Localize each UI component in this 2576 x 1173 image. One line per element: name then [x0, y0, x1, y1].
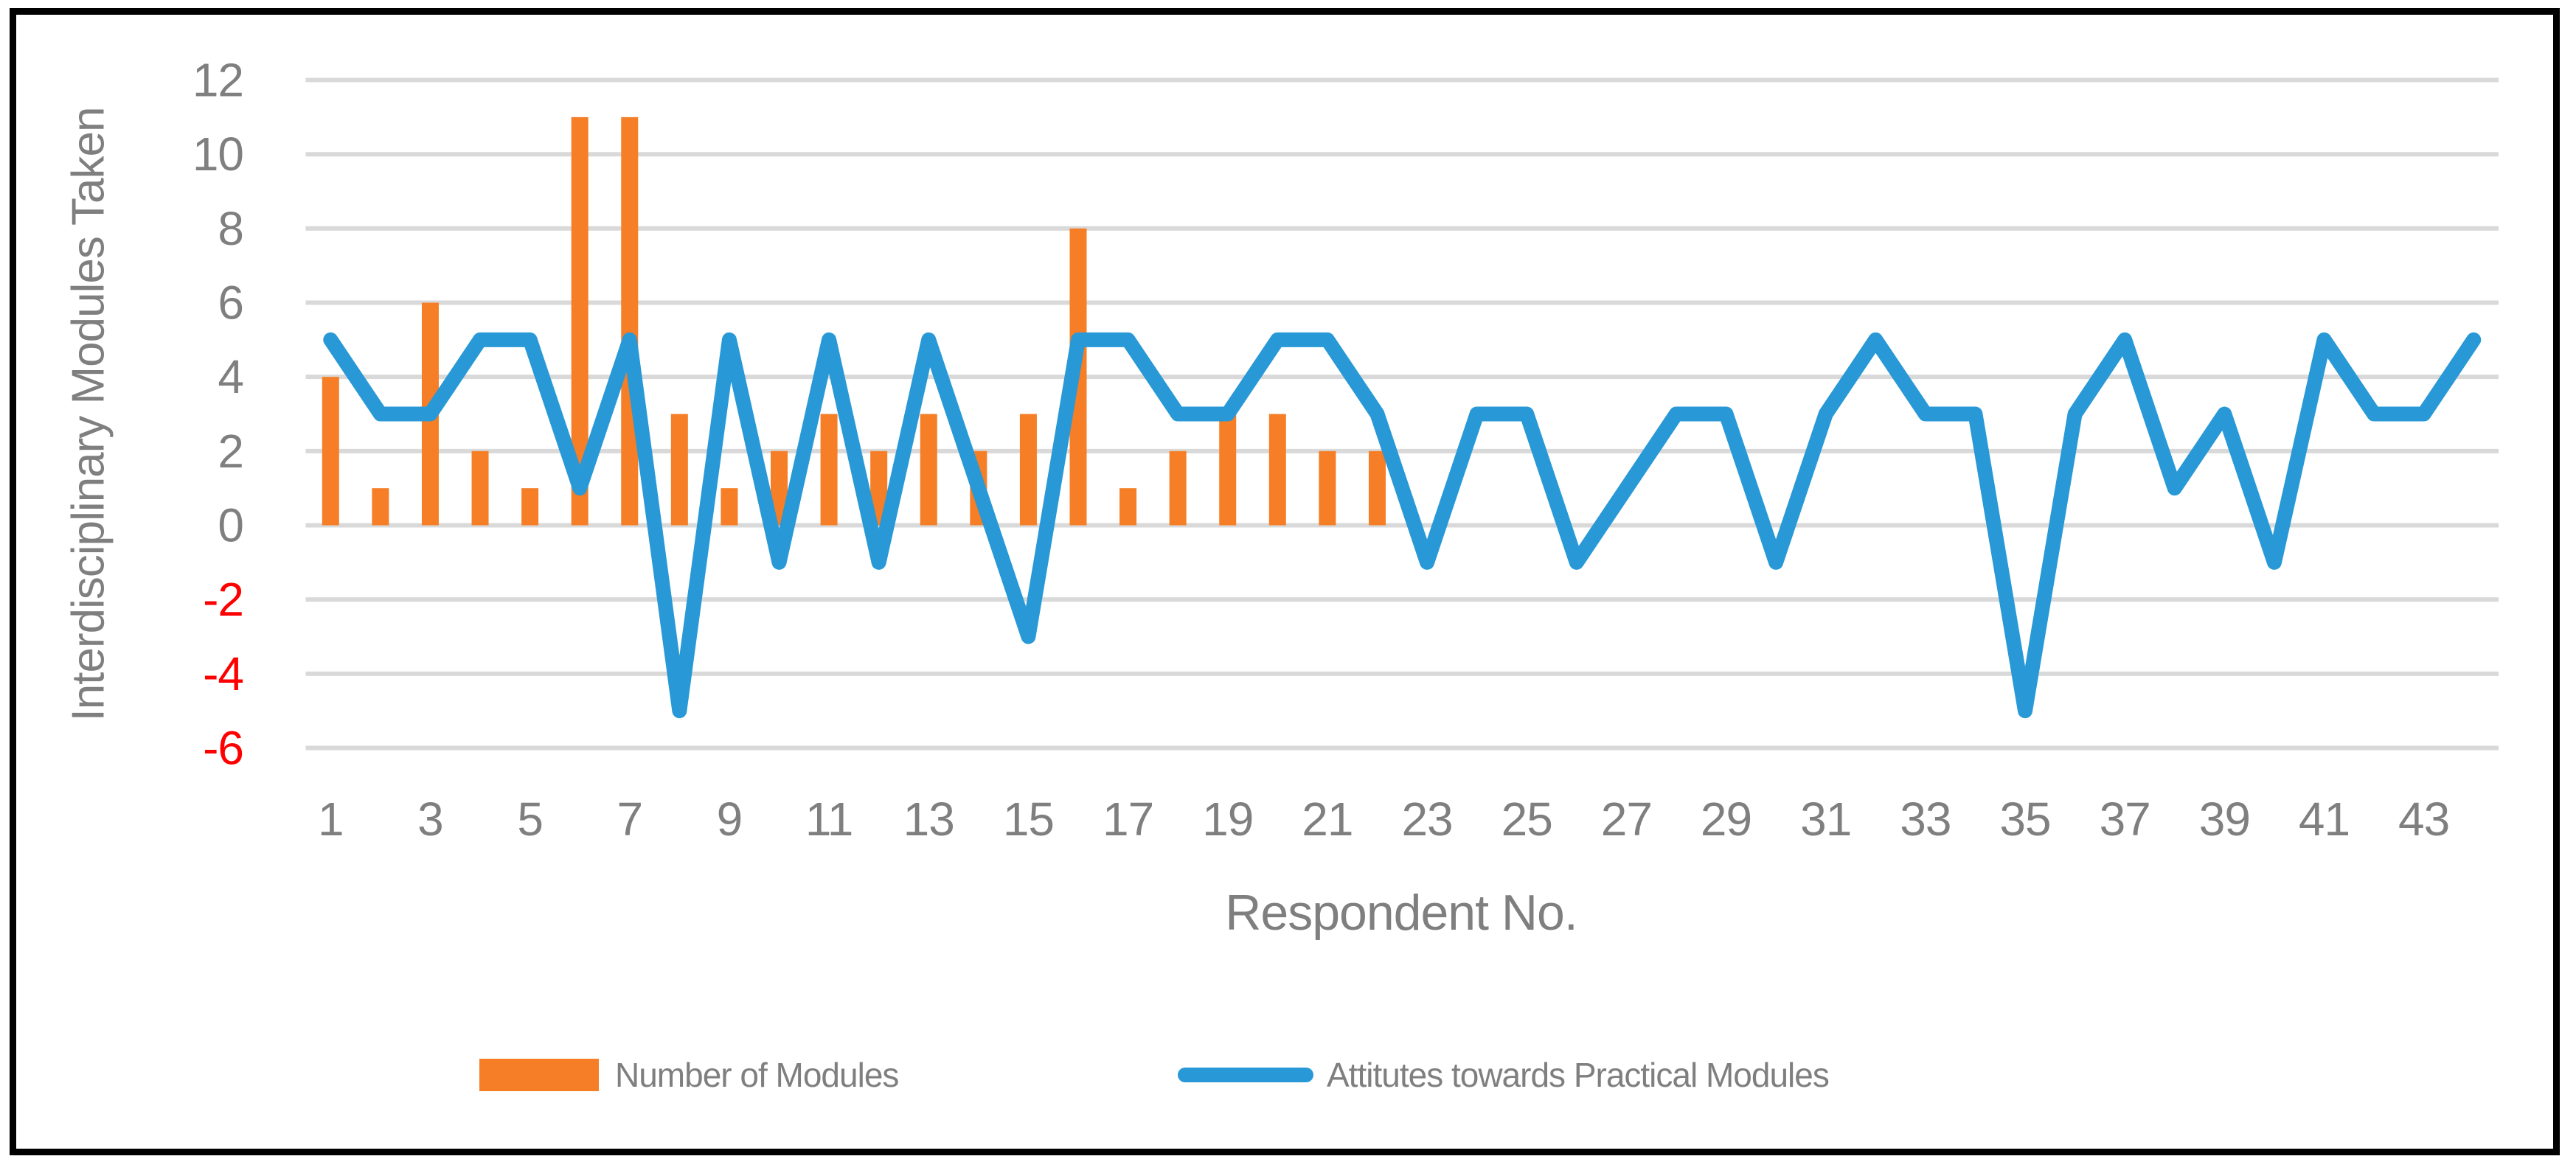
- x-tick-label-17: 17: [1103, 793, 1153, 846]
- x-tick-label-27: 27: [1601, 793, 1652, 846]
- bar-respondent-5: [521, 488, 539, 526]
- x-tick-label-5: 5: [517, 793, 543, 846]
- x-tick-label-23: 23: [1401, 793, 1452, 846]
- x-tick-label-13: 13: [903, 793, 954, 846]
- y-tick-label-12: 12: [192, 54, 243, 107]
- bar-respondent-21: [1319, 450, 1336, 526]
- x-tick-label-35: 35: [1999, 793, 2050, 846]
- x-tick-label-25: 25: [1501, 793, 1552, 846]
- x-axis-title: Respondent No.: [1225, 885, 1577, 941]
- attitude-line: [323, 332, 2482, 719]
- bar-respondent-8: [670, 414, 688, 526]
- x-tick-label-39: 39: [2199, 793, 2250, 846]
- bar-respondent-22: [1368, 450, 1386, 526]
- x-tick-label-1: 1: [318, 793, 344, 846]
- line-series-swatch-icon: [1178, 1068, 1313, 1082]
- y-tick-label--4: -4: [203, 647, 243, 700]
- x-tick-label-31: 31: [1800, 793, 1851, 846]
- bar-respondent-9: [721, 488, 738, 526]
- bar-respondent-10: [771, 450, 788, 526]
- legend-label-line-series: Attitutes towards Practical Modules: [1327, 1056, 1830, 1094]
- y-tick-label--6: -6: [203, 721, 243, 774]
- bar-respondent-1: [322, 377, 339, 526]
- x-tick-label-11: 11: [805, 793, 853, 846]
- bar-respondent-19: [1219, 414, 1237, 526]
- bar-respondent-18: [1169, 450, 1187, 526]
- bar-respondent-15: [1019, 414, 1037, 526]
- x-tick-label-37: 37: [2100, 793, 2150, 846]
- x-tick-label-7: 7: [617, 793, 642, 846]
- y-tick-label-2: 2: [218, 425, 243, 478]
- x-tick-label-15: 15: [1003, 793, 1054, 846]
- y-tick-label--2: -2: [203, 573, 243, 626]
- legend: Number of Modules Attitutes towards Prac…: [0, 1056, 2576, 1094]
- bar-respondent-4: [471, 450, 489, 526]
- x-tick-label-21: 21: [1302, 793, 1353, 846]
- bar-respondent-11: [820, 414, 838, 526]
- x-tick-label-9: 9: [717, 793, 743, 846]
- legend-item-line-series: Attitutes towards Practical Modules: [1178, 1056, 1830, 1094]
- bar-respondent-13: [920, 414, 937, 526]
- y-tick-label-0: 0: [218, 499, 243, 552]
- bar-respondent-20: [1268, 414, 1286, 526]
- x-tick-label-29: 29: [1701, 793, 1752, 846]
- y-tick-label-6: 6: [218, 276, 243, 330]
- bar-series-swatch-icon: [479, 1059, 599, 1091]
- x-tick-label-19: 19: [1202, 793, 1253, 846]
- legend-item-bar-series: Number of Modules: [479, 1056, 899, 1094]
- bar-respondent-6: [571, 116, 589, 526]
- y-tick-label-10: 10: [192, 128, 243, 181]
- x-tick-label-3: 3: [417, 793, 443, 846]
- bar-respondent-12: [870, 450, 888, 526]
- y-tick-label-8: 8: [218, 202, 243, 255]
- chart-border: [10, 8, 2560, 1155]
- x-tick-label-41: 41: [2299, 793, 2350, 846]
- legend-label-bar-series: Number of Modules: [615, 1056, 899, 1094]
- y-tick-label-4: 4: [218, 350, 243, 403]
- bar-respondent-2: [372, 488, 389, 526]
- x-tick-label-33: 33: [1900, 793, 1951, 846]
- x-tick-label-43: 43: [2398, 793, 2449, 846]
- bar-respondent-17: [1119, 488, 1137, 526]
